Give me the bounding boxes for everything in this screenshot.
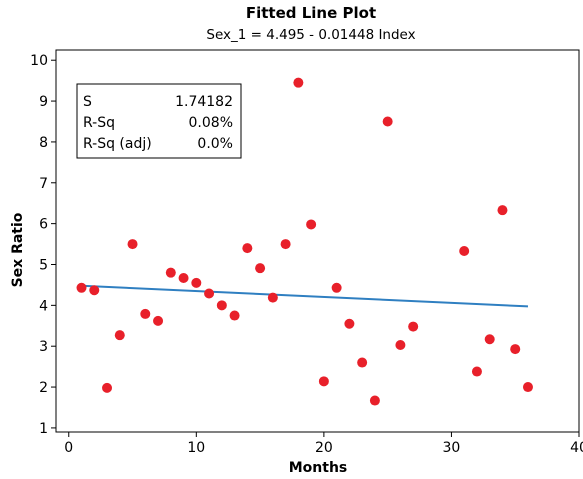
- data-point: [293, 77, 304, 88]
- stat-label: R-Sq: [83, 115, 115, 131]
- data-point: [267, 292, 278, 303]
- data-point: [369, 395, 380, 406]
- data-point: [357, 357, 368, 368]
- data-point: [497, 205, 508, 216]
- x-tick-label: 0: [64, 440, 73, 456]
- x-axis: 0 10 20 30 40: [64, 432, 583, 456]
- data-point: [395, 339, 406, 350]
- x-axis-label: Months: [289, 460, 348, 476]
- data-point: [522, 382, 533, 393]
- data-point: [165, 267, 176, 278]
- data-point: [153, 315, 164, 326]
- stat-label: S: [83, 94, 92, 110]
- x-tick-label: 20: [315, 440, 333, 456]
- y-tick-label: 2: [39, 380, 48, 396]
- y-tick-label: 5: [39, 257, 48, 273]
- data-point: [471, 366, 482, 377]
- data-point: [127, 239, 138, 250]
- data-point: [76, 282, 87, 293]
- data-point: [204, 288, 215, 299]
- data-points: [76, 77, 533, 406]
- data-point: [331, 282, 342, 293]
- stat-value: 0.08%: [189, 115, 233, 131]
- y-axis: 1 2 3 4 5 6 7 8 9 10: [30, 53, 56, 437]
- chart-title: Fitted Line Plot: [246, 4, 376, 22]
- stats-box: S 1.74182 R-Sq 0.08% R-Sq (adj) 0.0%: [76, 83, 242, 159]
- x-tick-label: 10: [187, 440, 205, 456]
- stat-value: 0.0%: [197, 136, 233, 152]
- y-tick-label: 4: [39, 298, 48, 314]
- data-point: [459, 246, 470, 257]
- y-tick-label: 9: [39, 94, 48, 110]
- data-point: [255, 263, 266, 274]
- chart-subtitle: Sex_1 = 4.495 - 0.01448 Index: [206, 27, 415, 43]
- y-tick-label: 10: [30, 53, 48, 69]
- stat-label: R-Sq (adj): [83, 136, 152, 152]
- x-tick-label: 40: [570, 440, 583, 456]
- data-point: [216, 300, 227, 311]
- plot-area: [55, 49, 580, 433]
- data-point: [280, 239, 291, 250]
- data-point: [510, 344, 521, 355]
- data-point: [178, 272, 189, 283]
- data-point: [382, 116, 393, 127]
- y-tick-label: 6: [39, 217, 48, 233]
- data-point: [114, 330, 125, 341]
- y-axis-label: Sex Ratio: [10, 212, 26, 287]
- y-tick-label: 1: [39, 421, 48, 437]
- y-tick-label: 7: [39, 176, 48, 192]
- data-point: [484, 334, 495, 345]
- y-tick-label: 8: [39, 135, 48, 151]
- x-tick-label: 30: [443, 440, 461, 456]
- data-point: [242, 243, 253, 254]
- data-point: [89, 285, 100, 296]
- data-point: [191, 277, 202, 288]
- data-point: [318, 376, 329, 387]
- data-point: [229, 310, 240, 321]
- fitted-regression-line: [81, 284, 529, 308]
- data-point: [102, 382, 113, 393]
- y-tick-label: 3: [39, 339, 48, 355]
- data-point: [344, 318, 355, 329]
- data-point: [306, 219, 317, 230]
- data-point: [408, 321, 419, 332]
- stat-value: 1.74182: [175, 94, 233, 110]
- data-point: [140, 308, 151, 319]
